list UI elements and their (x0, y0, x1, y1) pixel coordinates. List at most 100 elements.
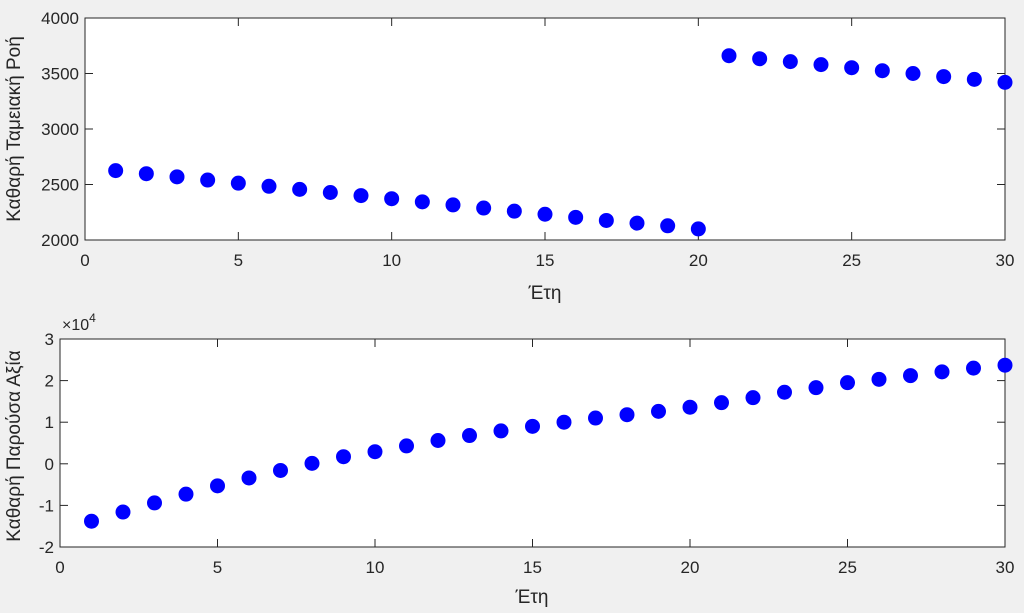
data-point-bottom (651, 403, 666, 419)
y-tick-label-top: 3500 (41, 65, 79, 84)
data-point-top (568, 209, 584, 225)
data-point-top (108, 163, 124, 179)
data-point-top (721, 48, 737, 64)
data-point-top (261, 178, 277, 194)
data-point-top (506, 203, 522, 219)
data-point-bottom (934, 364, 950, 380)
points-top (108, 48, 1013, 237)
exponent-base: ×10 (62, 317, 89, 334)
y-tick-label-bottom: 1 (45, 413, 54, 432)
data-point-top (138, 166, 154, 182)
data-point-bottom (241, 470, 257, 486)
y-tick-label-top: 3000 (41, 120, 79, 139)
x-tick-label-bottom: 5 (213, 558, 222, 577)
y-axis-label-bottom: Καθαρή Παρούσα Αξία (4, 350, 25, 541)
data-point-top (414, 194, 430, 210)
data-point-bottom (745, 390, 761, 406)
x-tick-label-top: 5 (234, 251, 243, 270)
data-point-bottom (273, 462, 288, 478)
x-tick-label-top: 15 (536, 251, 555, 270)
data-point-bottom (588, 410, 603, 426)
plot-area-bottom (59, 338, 1006, 548)
y-tick-label-bottom: 3 (45, 330, 54, 349)
y-tick-label-bottom: -2 (39, 538, 54, 557)
data-point-top (292, 181, 308, 197)
axes-bottom: 0 5 10 15 20 25 30 -2 -1 0 1 2 3 ×104 Έτη Καθαρή Παρ… (4, 311, 1014, 608)
data-point-top (660, 218, 676, 234)
y-tick-label-bottom: -1 (39, 496, 54, 515)
x-axis-label-bottom: Έτη (515, 587, 549, 608)
y-tick-label-bottom: 2 (45, 372, 54, 391)
data-point-bottom (304, 455, 320, 471)
data-point-bottom (115, 504, 131, 520)
data-point-top (844, 60, 860, 76)
y-tick-label-top: 4000 (41, 9, 79, 28)
data-point-top (598, 212, 614, 228)
data-point-bottom (714, 395, 729, 411)
data-point-bottom (682, 399, 698, 415)
data-point-top (905, 66, 921, 81)
data-point-bottom (336, 449, 351, 465)
data-point-bottom (840, 375, 855, 391)
data-point-bottom (367, 444, 383, 460)
data-point-top (874, 63, 890, 79)
exponent-label: ×104 (62, 311, 96, 334)
data-point-top (200, 172, 216, 188)
x-axis-label-top: Έτη (528, 283, 562, 304)
ticks-bottom: 0 5 10 15 20 25 30 -2 -1 0 1 2 3 (39, 330, 1015, 577)
data-point-top (230, 175, 246, 191)
x-tick-label-bottom: 0 (55, 558, 64, 577)
data-point-top (476, 200, 492, 216)
x-tick-label-bottom: 10 (366, 558, 385, 577)
x-tick-label-bottom: 30 (996, 558, 1015, 577)
data-point-top (782, 54, 798, 70)
x-tick-label-bottom: 25 (838, 558, 857, 577)
data-point-top (322, 184, 338, 200)
y-tick-label-top: 2000 (41, 231, 79, 250)
data-point-bottom (556, 414, 572, 430)
data-point-bottom (966, 360, 981, 376)
data-point-bottom (399, 438, 414, 454)
x-tick-label-top: 30 (996, 251, 1015, 270)
x-tick-label-top: 25 (842, 251, 861, 270)
data-point-bottom (462, 428, 477, 444)
data-point-bottom (997, 357, 1013, 373)
data-point-bottom (871, 371, 887, 387)
data-point-top (690, 221, 706, 237)
data-point-top (752, 51, 768, 67)
data-point-top (629, 215, 645, 231)
x-tick-label-bottom: 20 (681, 558, 700, 577)
data-point-top (169, 169, 185, 185)
axes-top: 0 5 10 15 20 25 30 2000 2500 3000 3500 4000 Έτη Καθ… (4, 9, 1014, 304)
data-point-top (384, 191, 400, 207)
data-point-bottom (493, 423, 509, 439)
data-point-top (936, 69, 952, 85)
x-tick-label-bottom: 15 (523, 558, 542, 577)
data-point-bottom (147, 495, 162, 511)
data-point-bottom (178, 486, 194, 502)
exponent-power: 4 (89, 311, 96, 325)
data-point-bottom (430, 433, 446, 449)
y-axis-label-top: Καθαρή Ταμειακή Ροή (4, 36, 25, 222)
data-point-top (966, 71, 982, 87)
data-point-bottom (84, 513, 99, 529)
points-bottom (84, 357, 1013, 529)
data-point-bottom (619, 407, 635, 423)
ticks-top: 0 5 10 15 20 25 30 2000 2500 3000 3500 4000 (41, 9, 1014, 270)
data-point-top (537, 206, 553, 222)
data-point-bottom (210, 478, 225, 494)
y-tick-label-bottom: 0 (45, 455, 54, 474)
data-point-bottom (903, 368, 918, 384)
data-point-top (353, 188, 369, 204)
data-point-top (997, 74, 1013, 90)
data-point-bottom (525, 418, 540, 434)
plot-area-top (84, 17, 1006, 241)
data-point-top (813, 57, 829, 73)
data-point-bottom (808, 380, 824, 396)
x-tick-label-top: 0 (80, 251, 89, 270)
data-point-bottom (777, 384, 792, 400)
x-tick-label-top: 10 (382, 251, 401, 270)
y-tick-label-top: 2500 (41, 176, 79, 195)
data-point-top (445, 197, 461, 213)
